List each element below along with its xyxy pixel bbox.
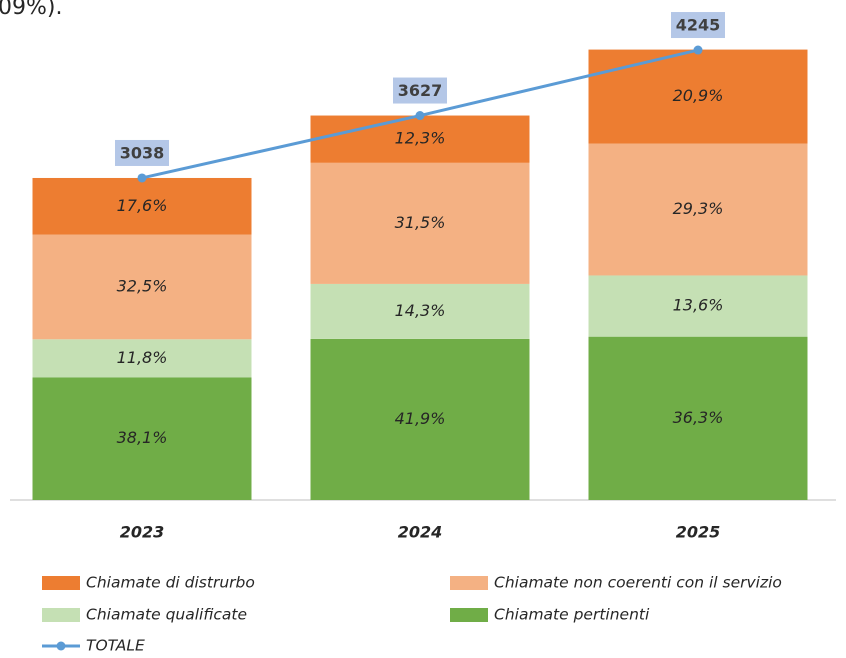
total-point [137,173,147,183]
segment-label: 13,6% [673,296,724,315]
x-tick-label: 2025 [676,523,721,542]
bar-segment [32,339,252,378]
caption-fragment: 09%). [0,0,62,20]
total-label-bg [393,77,447,104]
legend-label: Chiamate di distrurbo [86,574,255,592]
total-label: 3627 [398,81,443,100]
legend-swatch [42,608,80,622]
segment-label: 12,3% [395,129,446,148]
bar-segment [32,177,252,235]
bar-segment [310,162,530,284]
total-label-bg [115,139,169,166]
bar-segment [588,336,808,500]
segment-label: 14,3% [395,301,446,320]
total-point [693,45,703,55]
segment-label: 29,3% [673,199,724,218]
legend-label: TOTALE [86,637,145,655]
segment-label: 41,9% [395,409,446,428]
bar-segment [32,234,252,340]
legend-label: Chiamate qualificate [86,606,247,624]
x-tick-label: 2024 [398,523,443,542]
bar-segment [588,49,808,144]
bar-segment [588,143,808,276]
segment-label: 31,5% [395,213,446,232]
bar-segment [32,377,252,500]
legend-dot [56,641,66,651]
segment-label: 11,8% [117,348,168,367]
x-tick-label: 2023 [120,523,165,542]
segment-label: 17,6% [117,196,168,215]
bar-segment [310,283,530,339]
legend-swatch [42,576,80,590]
bar-segment [310,338,530,500]
legend-swatch [450,576,488,590]
legend-label: Chiamate pertinenti [494,606,650,624]
segment-label: 20,9% [673,86,724,105]
total-label: 3038 [120,143,165,162]
bar-segment [588,275,808,337]
segment-label: 36,3% [673,408,724,427]
legend-swatch [450,608,488,622]
legend-label: Chiamate non coerenti con il servizio [494,574,782,592]
segment-label: 32,5% [117,276,168,295]
bar-segment [310,115,530,163]
total-label: 4245 [676,16,721,35]
total-label-bg [671,12,725,39]
segment-label: 38,1% [117,428,168,447]
total-point [415,111,425,121]
